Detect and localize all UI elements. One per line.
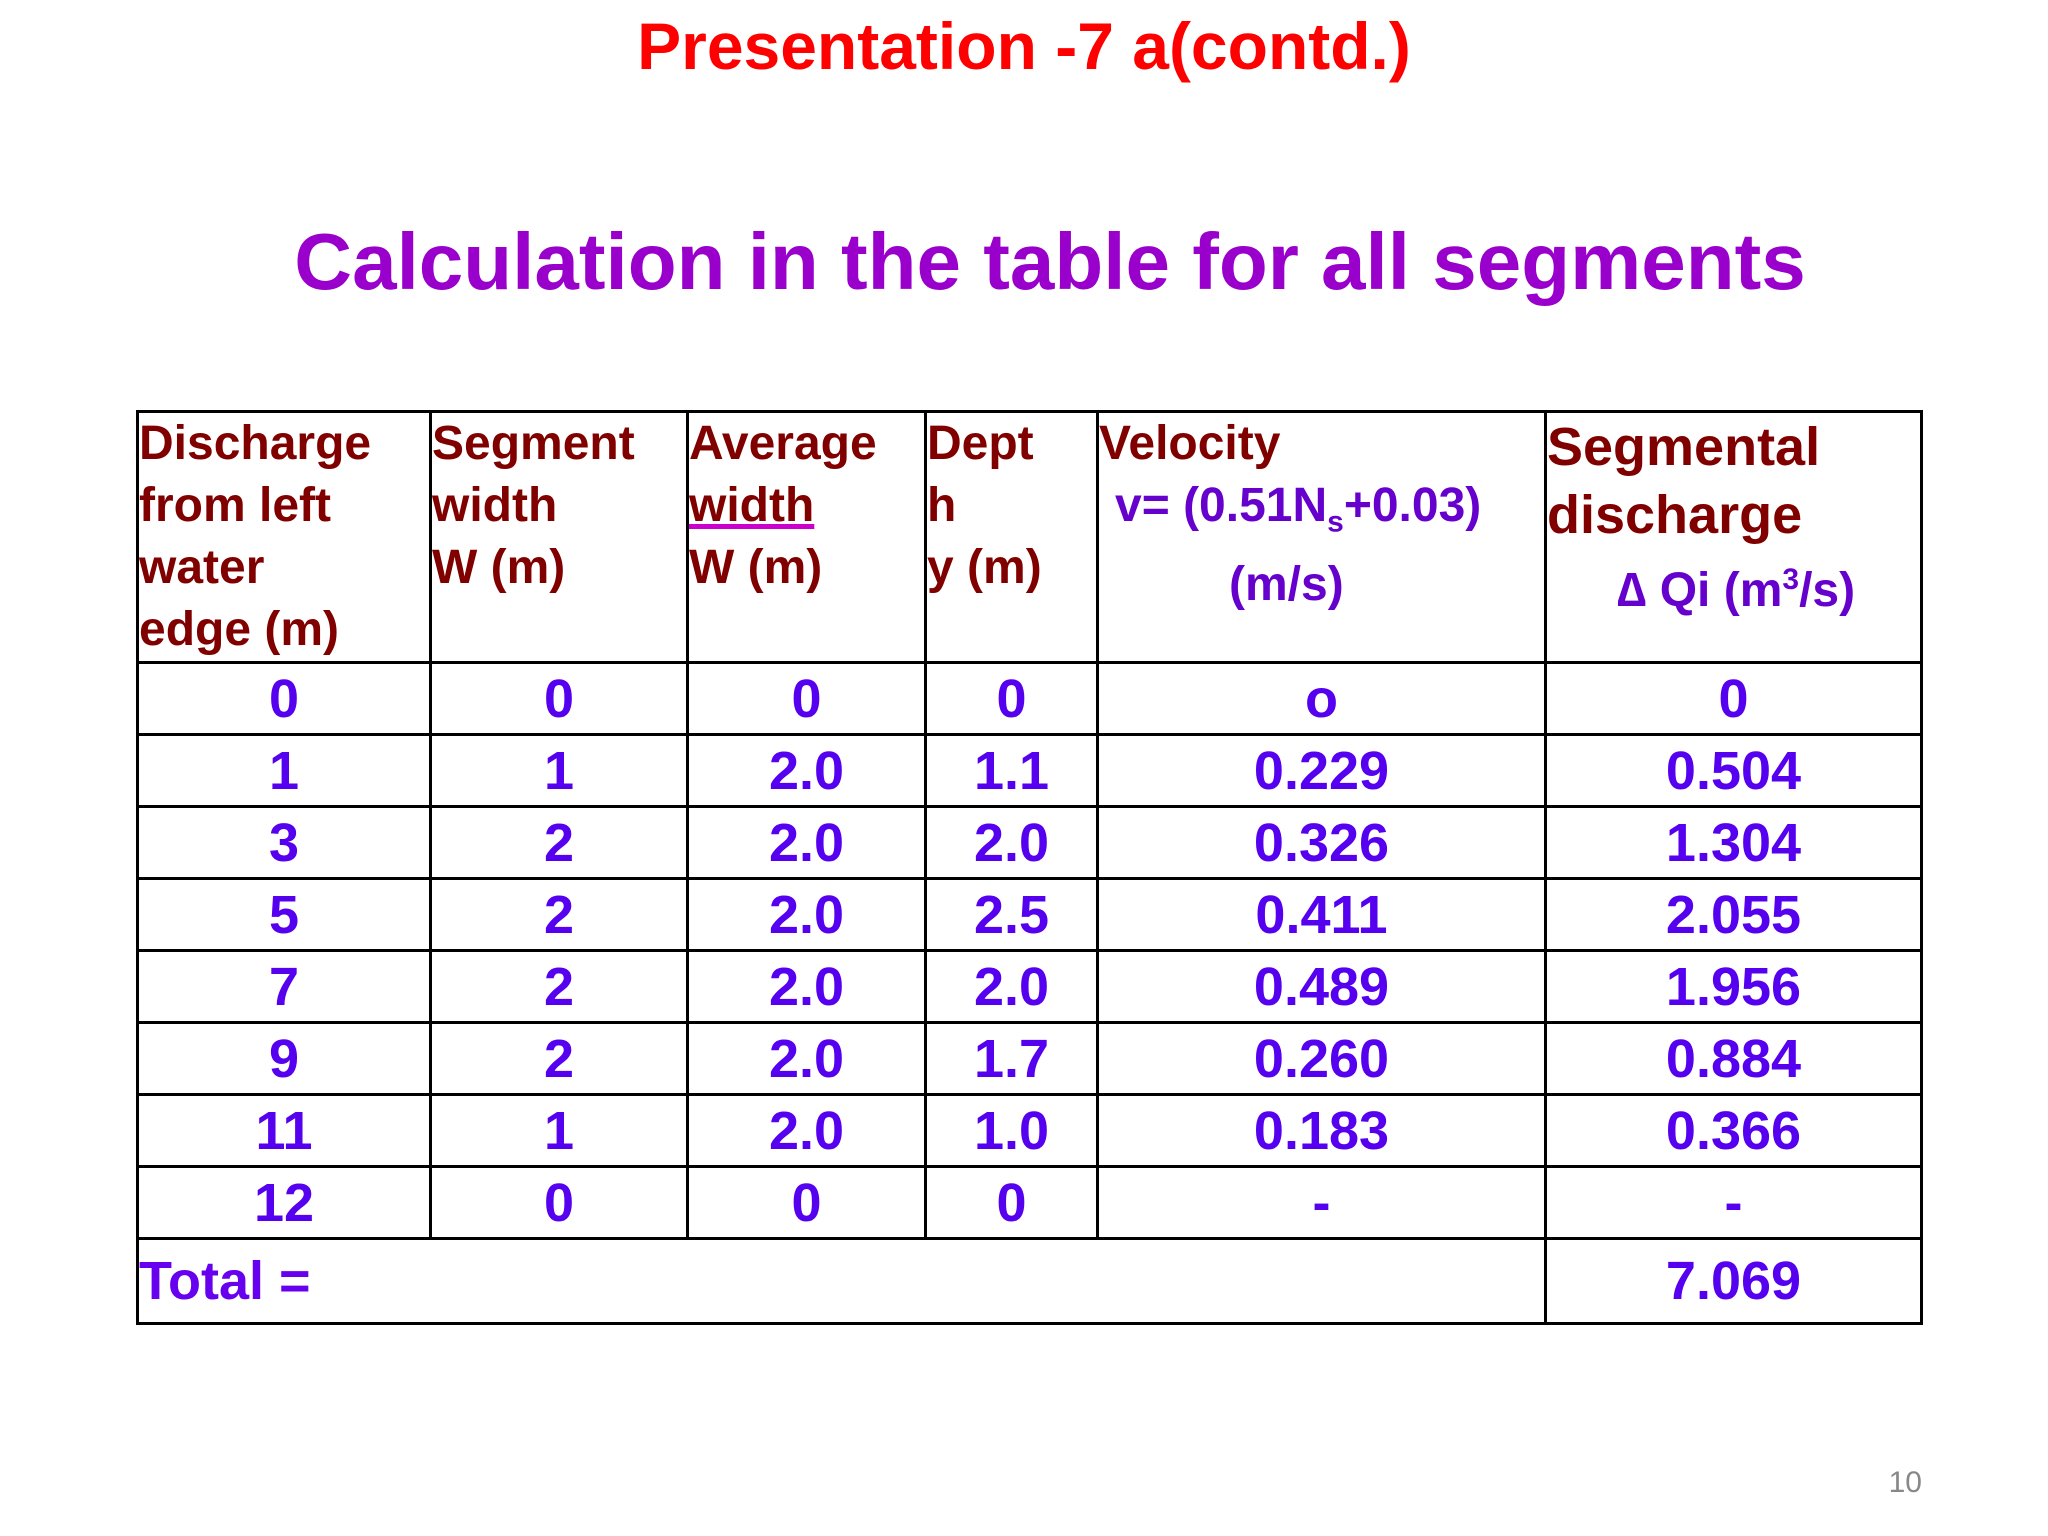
header-line: Segment (432, 417, 635, 470)
cell-distance: 5 (136, 877, 432, 952)
cell-average-width: 0 (686, 661, 927, 736)
header-depth: Dept h y (m) (924, 410, 1099, 664)
header-line: Dept (927, 417, 1034, 470)
slide-title: Presentation -7 a(contd.) (637, 9, 1411, 83)
header-line: Segmental (1547, 417, 1821, 477)
header-average-width: Average width W (m) (686, 410, 927, 664)
cell-segment-width: 1 (429, 733, 689, 808)
cell-distance: 7 (136, 949, 432, 1024)
cell-depth: 1.1 (924, 733, 1099, 808)
total-value: 7.069 (1544, 1237, 1923, 1325)
cell-average-width: 2.0 (686, 733, 927, 808)
table-footer: Total = 7.069 (136, 1237, 1923, 1325)
table-row: 11 1 2.0 1.0 0.183 0.366 (136, 1093, 1923, 1168)
cell-depth: 0 (924, 661, 1099, 736)
header-segmental-discharge: Segmental discharge ∆ Qi (m3/s) (1544, 410, 1923, 664)
cell-depth: 2.0 (924, 949, 1099, 1024)
cell-velocity: 0.260 (1096, 1021, 1547, 1096)
formula-part: v= (0.51N (1115, 479, 1328, 532)
cell-distance: 9 (136, 1021, 432, 1096)
velocity-unit: (m/s) (1229, 557, 1344, 611)
table-row: 5 2 2.0 2.5 0.411 2.055 (136, 877, 1923, 952)
cell-velocity: o (1096, 661, 1547, 736)
cell-depth: 1.7 (924, 1021, 1099, 1096)
cell-segment-width: 1 (429, 1093, 689, 1168)
velocity-formula: v= (0.51Ns+0.03) (1099, 475, 1544, 554)
table-row: 1 1 2.0 1.1 0.229 0.504 (136, 733, 1923, 808)
cell-segmental-discharge: 0.504 (1544, 733, 1923, 808)
unit-superscript: 3 (1782, 563, 1800, 596)
header-segment-width: Segment width W (m) (429, 410, 689, 664)
header-velocity: Velocity v= (0.51Ns+0.03) (m/s) (1096, 410, 1547, 664)
cell-average-width: 0 (686, 1165, 927, 1240)
cell-velocity: 0.326 (1096, 805, 1547, 880)
cell-velocity: 0.489 (1096, 949, 1547, 1024)
cell-velocity: 0.229 (1096, 733, 1547, 808)
cell-distance: 1 (136, 733, 432, 808)
cell-distance: 3 (136, 805, 432, 880)
cell-segment-width: 2 (429, 877, 689, 952)
cell-depth: 2.0 (924, 805, 1099, 880)
header-line: Velocity (1099, 417, 1281, 470)
header-line: discharge (1547, 485, 1803, 545)
cell-segmental-discharge: 2.055 (1544, 877, 1923, 952)
cell-depth: 1.0 (924, 1093, 1099, 1168)
cell-segmental-discharge: 0.366 (1544, 1093, 1923, 1168)
discharge-unit: ∆ Qi (m3/s) (1547, 549, 1920, 622)
header-line: W (m) (432, 541, 566, 594)
cell-segment-width: 2 (429, 949, 689, 1024)
unit-part: /s) (1799, 564, 1856, 617)
unit-part: ∆ Qi (m (1617, 564, 1783, 617)
cell-average-width: 2.0 (686, 805, 927, 880)
table-row: 9 2 2.0 1.7 0.260 0.884 (136, 1021, 1923, 1096)
cell-segment-width: 2 (429, 805, 689, 880)
cell-segmental-discharge: - (1544, 1165, 1923, 1240)
formula-subscript: s (1327, 505, 1344, 539)
cell-velocity: 0.183 (1096, 1093, 1547, 1168)
table-row: 12 0 0 0- - (136, 1165, 1923, 1240)
cell-average-width: 2.0 (686, 1093, 927, 1168)
calculation-table: Discharge from left water edge (m) Segme… (136, 410, 1923, 1325)
cell-segmental-discharge: 0.884 (1544, 1021, 1923, 1096)
cell-distance: 0 (136, 661, 432, 736)
header-discharge-from-left: Discharge from left water edge (m) (136, 410, 432, 664)
table-row: 3 2 2.0 2.0 0.326 1.304 (136, 805, 1923, 880)
cell-segment-width: 2 (429, 1021, 689, 1096)
header-line: width (432, 479, 558, 532)
header-line: Average (689, 417, 877, 470)
table-body: 0 0 0 0 o 0 1 1 2.0 1.1 0.229 0.504 3 2 2.0 2.0 0.326 1.3… (136, 661, 1923, 1240)
cell-segment-width: 0 (429, 661, 689, 736)
page-number: 10 (1888, 1466, 1922, 1499)
cell-velocity: 0.411 (1096, 877, 1547, 952)
total-row: Total = 7.069 (136, 1237, 1923, 1325)
header-line: water (139, 541, 265, 594)
header-line: edge (m) (139, 603, 340, 656)
cell-segmental-discharge: 0 (1544, 661, 1923, 736)
table-header: Discharge from left water edge (m) Segme… (136, 410, 1923, 664)
header-line: h (927, 479, 957, 532)
cell-distance: 11 (136, 1093, 432, 1168)
cell-velocity: - (1096, 1165, 1547, 1240)
cell-average-width: 2.0 (686, 877, 927, 952)
formula-part: +0.03) (1343, 479, 1482, 532)
cell-distance: 12 (136, 1165, 432, 1240)
cell-segmental-discharge: 1.956 (1544, 949, 1923, 1024)
header-row: Discharge from left water edge (m) Segme… (136, 410, 1923, 664)
total-label: Total = (136, 1237, 1547, 1325)
cell-average-width: 2.0 (686, 949, 927, 1024)
cell-segment-width: 0 (429, 1165, 689, 1240)
header-line: width (689, 479, 815, 532)
header-line: Discharge (139, 417, 372, 470)
cell-depth: 2.5 (924, 877, 1099, 952)
header-line: W (m) (689, 541, 823, 594)
slide-subtitle: Calculation in the table for all segment… (294, 217, 1806, 306)
header-line: y (m) (927, 541, 1042, 594)
cell-average-width: 2.0 (686, 1021, 927, 1096)
cell-depth: 0 (924, 1165, 1099, 1240)
header-line: from left (139, 479, 331, 532)
cell-segmental-discharge: 1.304 (1544, 805, 1923, 880)
table-row: 7 2 2.0 2.0 0.489 1.956 (136, 949, 1923, 1024)
